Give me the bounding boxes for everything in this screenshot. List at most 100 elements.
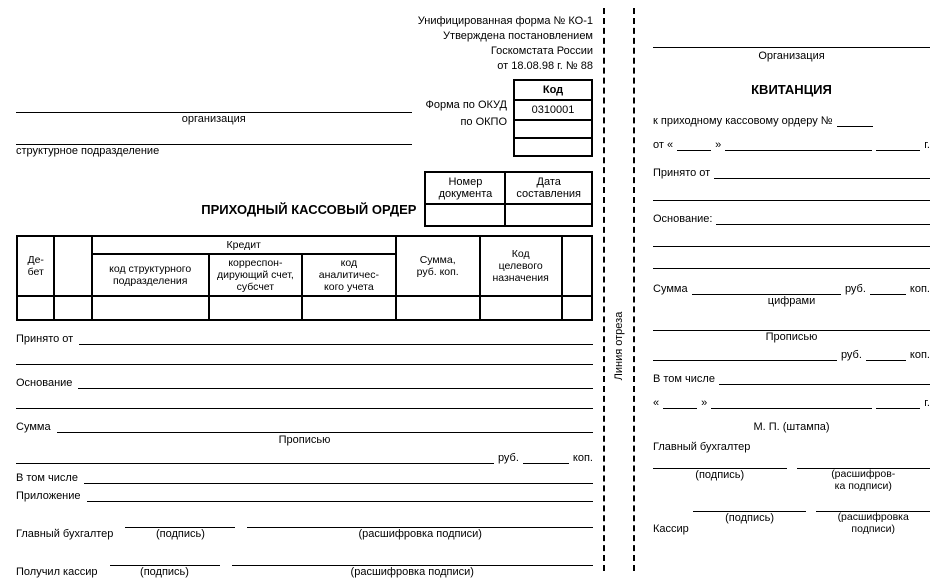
col-kredit: Кредит (92, 236, 396, 254)
rasshifrovka-caption: (расшифровка подписи) (247, 528, 593, 540)
r-cifr: цифрами (653, 295, 930, 307)
r-cq2: » (701, 397, 707, 409)
doc-title: ПРИХОДНЫЙ КАССОВЫЙ ОРДЕР (16, 202, 424, 227)
r-kop-label-2: коп. (910, 349, 930, 361)
col-analit: код аналитичес- кого учета (302, 254, 395, 296)
okpo-value[interactable] (514, 120, 592, 138)
sum-words-2[interactable] (16, 450, 494, 464)
prilozhenie-field[interactable] (87, 488, 593, 502)
extra-code[interactable] (514, 138, 592, 156)
osnovanie-field[interactable] (78, 375, 593, 389)
prinyato-field-2[interactable] (16, 351, 593, 365)
r-year2[interactable] (876, 395, 920, 409)
kop-label: коп. (573, 452, 593, 464)
okud-value: 0310001 (514, 100, 592, 120)
prilozhenie-label: Приложение (16, 490, 81, 502)
r-kop-label: коп. (910, 283, 930, 295)
col-kod-struct: код структурного подразделения (92, 254, 209, 296)
r-words-2[interactable] (653, 347, 837, 361)
date-value[interactable] (505, 204, 592, 226)
r-org-caption: Организация (653, 50, 930, 62)
prinyato-label: Принято от (16, 333, 73, 345)
r-summa-d[interactable] (692, 281, 841, 295)
osnovanie-field-2[interactable] (16, 395, 593, 409)
r-propisyu: Прописью (653, 331, 930, 343)
r-kop-2[interactable] (866, 347, 906, 361)
r-osnovanie-2[interactable] (653, 233, 930, 247)
org-field[interactable] (16, 99, 412, 113)
prinyato-field[interactable] (79, 331, 593, 345)
col-kodcel: Код целевого назначения (480, 236, 562, 296)
r-prinyato[interactable] (714, 165, 930, 179)
table-row[interactable] (17, 296, 592, 320)
r-glavbuh-decode[interactable] (797, 455, 931, 469)
header-line2: Утверждена постановлением (16, 29, 593, 44)
r-kop[interactable] (870, 281, 906, 295)
r-kassir-sign[interactable] (693, 498, 807, 512)
rub-label: руб. (498, 452, 519, 464)
r-prinyato-label: Принято от (653, 167, 710, 179)
r-rassh-2: (расшифровка подписи) (816, 512, 930, 535)
r-prinyato-2[interactable] (653, 187, 930, 201)
r-day[interactable] (677, 137, 711, 151)
r-glavbuh-sign[interactable] (653, 455, 787, 469)
r-osnovanie-label: Основание: (653, 213, 712, 225)
okpo-label: по ОКПО (426, 114, 508, 131)
r-rassh-1: (расшифров- ка подписи) (797, 469, 931, 492)
r-org-field[interactable] (653, 8, 930, 48)
num-date-table: Номер документа Дата составления (424, 171, 593, 227)
vtomchisle-field[interactable] (84, 470, 593, 484)
okud-label: Форма по ОКУД (426, 97, 508, 114)
glavbuh-sign[interactable] (125, 514, 235, 528)
col-debet: Де- бет (17, 236, 54, 296)
summa-label: Сумма (16, 421, 51, 433)
cut-line: Линия отреза (603, 8, 635, 571)
r-glavbuh-label: Главный бухгалтер (653, 441, 930, 453)
r-to-order: к приходному кассовому ордеру № (653, 115, 833, 127)
doc-num-label: Номер документа (425, 172, 505, 204)
propisyu-caption: Прописью (16, 434, 593, 446)
main-accounting-table: Де- бет Кредит Сумма, руб. коп. Код целе… (16, 235, 593, 321)
col-blank2 (562, 236, 592, 296)
r-day2[interactable] (663, 395, 697, 409)
col-sum: Сумма, руб. коп. (396, 236, 480, 296)
form-header: Унифицированная форма № КО-1 Утверждена … (16, 14, 593, 73)
podpis-caption-2: (подпись) (110, 566, 220, 578)
r-vtomchisle: В том числе (653, 373, 715, 385)
r-month[interactable] (725, 137, 872, 151)
org-caption: организация (16, 113, 412, 125)
r-cq: » (715, 139, 721, 151)
date-label: Дата составления (505, 172, 592, 204)
summa-field[interactable] (57, 419, 593, 433)
doc-num-value[interactable] (425, 204, 505, 226)
r-month2[interactable] (711, 395, 872, 409)
r-rub-2: руб. (841, 349, 862, 361)
kop-field[interactable] (523, 450, 569, 464)
r-vtomchisle-field[interactable] (719, 371, 930, 385)
receipt-title: КВИТАНЦИЯ (653, 82, 930, 97)
header-line1: Унифицированная форма № КО-1 (16, 14, 593, 29)
r-mp: М. П. (штампа) (653, 421, 930, 433)
struct-field[interactable] (16, 131, 412, 145)
header-line3: Госкомстата России (16, 44, 593, 59)
r-osnovanie[interactable] (716, 211, 930, 225)
r-ot: от « (653, 139, 673, 151)
glavbuh-decode[interactable] (247, 514, 593, 528)
r-order-num[interactable] (837, 113, 873, 127)
r-words-1[interactable] (653, 317, 930, 331)
rasshifrovka-caption-2: (расшифровка подписи) (232, 566, 594, 578)
r-year[interactable] (876, 137, 920, 151)
kassir-decode[interactable] (232, 552, 594, 566)
header-line4: от 18.08.98 г. № 88 (16, 59, 593, 74)
cut-label: Линия отреза (613, 311, 625, 380)
kassir-sign[interactable] (110, 552, 220, 566)
r-podpis-2: (подпись) (693, 512, 807, 524)
r-quote-open: « (653, 397, 659, 409)
vtomchisle-label: В том числе (16, 472, 78, 484)
r-g2: г. (924, 397, 930, 409)
col-korr: корреспон- дирующий счет, субсчет (209, 254, 302, 296)
r-osnovanie-3[interactable] (653, 255, 930, 269)
kassir-label: Получил кассир (16, 566, 98, 578)
r-kassir-decode[interactable] (816, 498, 930, 512)
glavbuh-label: Главный бухгалтер (16, 528, 113, 540)
